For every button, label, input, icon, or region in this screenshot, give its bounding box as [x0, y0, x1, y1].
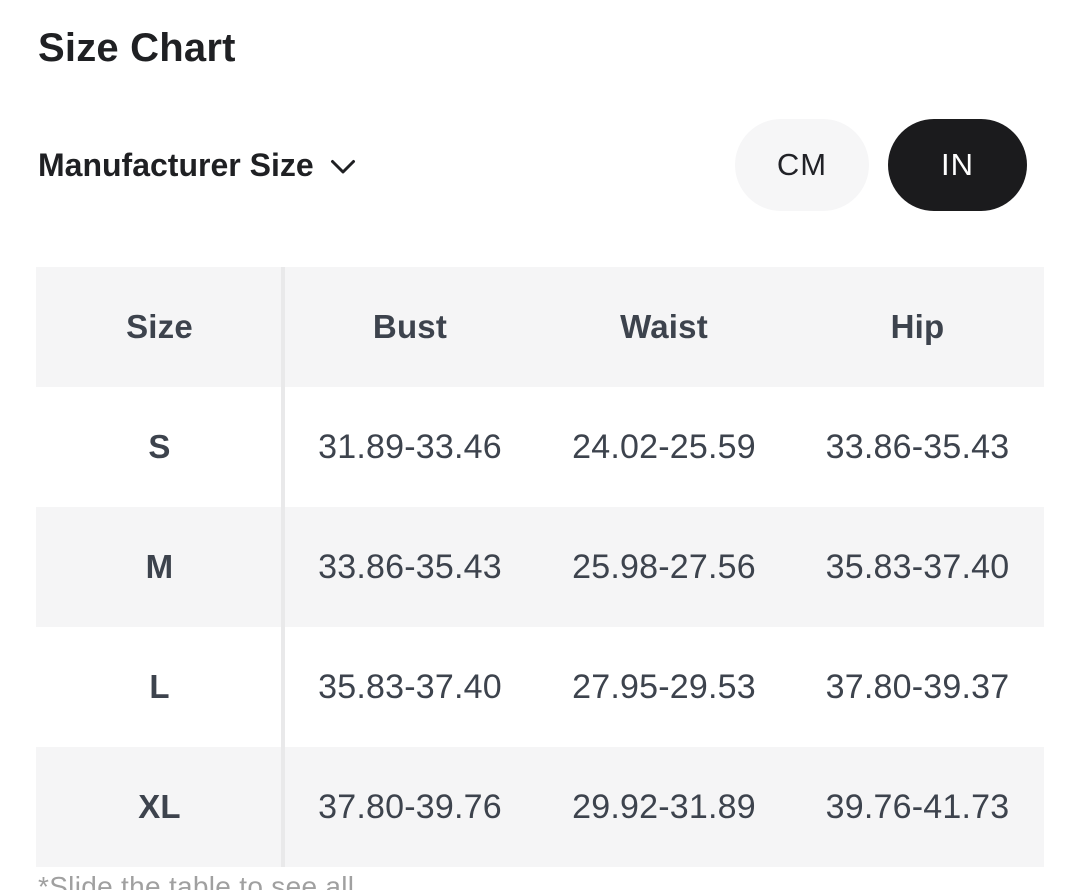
size-standard-label: Manufacturer Size [38, 146, 314, 183]
row-m-hip: 35.83-37.40 [791, 507, 1044, 627]
size-standard-dropdown[interactable]: Manufacturer Size [38, 140, 356, 190]
row-m-bust: 33.86-35.43 [283, 507, 537, 627]
column-header-size: Size [36, 267, 283, 387]
table-scroll-hint: *Slide the table to see all [38, 871, 355, 890]
row-s-bust: 31.89-33.46 [283, 387, 537, 507]
unit-in-button[interactable]: IN [888, 119, 1027, 211]
column-header-bust: Bust [283, 267, 537, 387]
row-m-size: M [36, 507, 283, 627]
row-xl-size: XL [36, 747, 283, 867]
unit-toggle: CM IN [735, 119, 1027, 211]
column-header-waist: Waist [537, 267, 791, 387]
size-table[interactable]: Size Bust Waist Hip S 31.89-33.46 24.02-… [36, 267, 1044, 867]
row-l-bust: 35.83-37.40 [283, 627, 537, 747]
row-l-waist: 27.95-29.53 [537, 627, 791, 747]
row-s-waist: 24.02-25.59 [537, 387, 791, 507]
unit-cm-button[interactable]: CM [735, 119, 869, 211]
row-xl-waist: 29.92-31.89 [537, 747, 791, 867]
chevron-down-icon [330, 160, 355, 174]
row-m-waist: 25.98-27.56 [537, 507, 791, 627]
page-title: Size Chart [38, 26, 236, 70]
row-xl-hip: 39.76-41.73 [791, 747, 1044, 867]
row-xl-bust: 37.80-39.76 [283, 747, 537, 867]
column-header-hip: Hip [791, 267, 1044, 387]
row-s-hip: 33.86-35.43 [791, 387, 1044, 507]
row-l-hip: 37.80-39.37 [791, 627, 1044, 747]
row-l-size: L [36, 627, 283, 747]
row-s-size: S [36, 387, 283, 507]
